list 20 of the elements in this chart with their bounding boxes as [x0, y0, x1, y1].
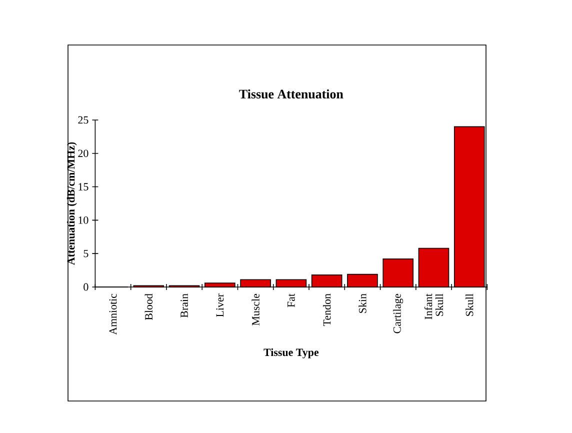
- x-tick-label: Tendon: [322, 294, 331, 326]
- y-tick-label: 0: [84, 283, 88, 291]
- x-tick-label: Blood: [144, 294, 152, 320]
- x-tick-label: Brain: [180, 294, 188, 318]
- x-tick-label: Cartilage: [393, 294, 404, 334]
- x-tick-label: Muscle: [252, 294, 260, 326]
- y-tick-label: 5: [84, 250, 88, 258]
- x-tick-label: Liver: [216, 294, 224, 317]
- y-tick-label: 10: [78, 216, 88, 224]
- chart-title: Tissue Attenuation: [239, 89, 344, 98]
- x-tick-label: Skull: [466, 294, 474, 316]
- y-axis-title: Attenuation (dB/cm/MHz): [66, 142, 77, 266]
- y-tick-label: 20: [78, 150, 88, 158]
- y-tick-label: 25: [78, 116, 88, 124]
- x-tick-label: Infant Skull: [424, 294, 444, 320]
- x-tick-label: Skin: [358, 294, 366, 313]
- x-tick-label: Fat: [288, 294, 295, 308]
- x-axis-title: Tissue Type: [264, 348, 319, 358]
- x-tick-label: Amniotic: [109, 294, 117, 335]
- y-tick-label: 15: [78, 183, 88, 190]
